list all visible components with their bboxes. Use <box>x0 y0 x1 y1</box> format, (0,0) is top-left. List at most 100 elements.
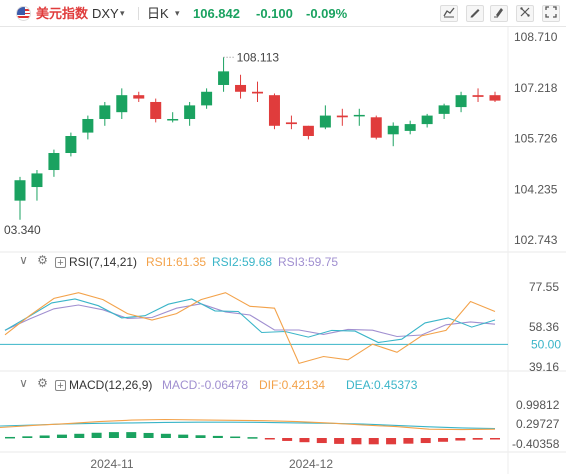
candle <box>336 108 348 126</box>
candle-body <box>218 71 230 85</box>
rsi2-value: RSI2:59.68 <box>212 255 273 269</box>
candle <box>218 57 230 92</box>
macd-bar <box>403 438 414 444</box>
toolbar: 美元指数 DXY ▾ 日K ▾ 106.842 -0.100 -0.09% <box>0 0 566 27</box>
candle <box>370 115 382 140</box>
price-chart[interactable]: 108.710 107.218 105.726 104.235 102.743 108.1… <box>0 27 566 474</box>
rsi-axis-label: 39.16 <box>529 360 559 374</box>
draw-tool-icon[interactable] <box>466 5 484 22</box>
settings-icon[interactable]: ⚙ <box>37 253 48 267</box>
price-axis-label: 102.743 <box>514 233 558 247</box>
macd-bar <box>74 433 85 438</box>
add-indicator-icon[interactable]: + <box>55 257 66 269</box>
candle <box>285 115 297 130</box>
macd-series <box>0 418 500 445</box>
macd-bar <box>160 433 171 438</box>
candlestick-series <box>14 57 501 220</box>
candle <box>65 132 77 157</box>
candle-body <box>235 84 247 92</box>
candle <box>455 91 467 113</box>
rsi3-line <box>4 303 496 338</box>
candle-body <box>421 115 433 125</box>
price-axis: 108.710 107.218 105.726 104.235 102.743 108.1… <box>4 30 558 247</box>
price-axis-label: 104.235 <box>514 182 558 196</box>
candle <box>116 88 128 119</box>
macd-value: MACD:-0.06478 <box>162 378 249 392</box>
settings-icon[interactable]: ⚙ <box>37 376 48 390</box>
dea-line <box>0 421 496 430</box>
candle-body <box>285 122 297 125</box>
rsi3-value: RSI3:59.75 <box>278 255 339 269</box>
candle <box>31 170 43 201</box>
rsi-axis-label: 58.36 <box>529 320 559 334</box>
candle-body <box>319 115 331 128</box>
candle <box>14 176 26 220</box>
macd-bar <box>438 438 449 442</box>
us-flag-icon[interactable] <box>16 6 31 21</box>
candle <box>252 81 263 102</box>
fullscreen-icon[interactable] <box>542 5 560 22</box>
candle-body <box>404 124 416 131</box>
chevron-down-icon[interactable]: ▾ <box>120 8 125 18</box>
chart-type-icon[interactable] <box>440 5 458 22</box>
macd-bar <box>178 434 189 438</box>
macd-bar <box>264 438 275 440</box>
candle-body <box>336 115 348 118</box>
candle <box>133 91 145 102</box>
symbol-selector[interactable]: DXY <box>92 6 119 21</box>
candle <box>302 125 314 140</box>
candle <box>387 122 399 147</box>
compare-icon[interactable] <box>516 5 534 22</box>
macd-bar <box>91 432 102 438</box>
macd-bar <box>386 438 397 445</box>
rsi2-line <box>4 298 496 344</box>
macd-axis-label: 0.99812 <box>516 398 560 412</box>
rsi1-value: RSI1:61.35 <box>146 255 207 269</box>
candle-body <box>31 173 43 188</box>
macd-bar <box>230 436 241 439</box>
chevron-down-icon[interactable]: ▾ <box>175 8 180 18</box>
candle <box>472 88 484 102</box>
candle <box>421 113 433 128</box>
macd-bar <box>247 437 258 439</box>
collapse-icon[interactable]: ∨ <box>19 253 28 267</box>
period-selector[interactable]: 日K <box>147 6 169 21</box>
candle-body <box>184 105 196 119</box>
candle-body <box>14 180 26 201</box>
dea-value: DEA:0.45373 <box>346 378 418 392</box>
dif-line <box>0 418 496 431</box>
instrument-name[interactable]: 美元指数 <box>36 6 89 21</box>
macd-bar <box>212 435 223 438</box>
candle-body <box>48 153 60 171</box>
candle-body <box>268 95 280 126</box>
candle-body <box>387 125 399 135</box>
macd-bar <box>108 432 119 438</box>
macd-bar <box>490 438 500 440</box>
macd-bar <box>282 438 293 441</box>
time-axis-label: 2024-11 <box>90 457 133 471</box>
candle <box>99 101 111 126</box>
price-axis-label: 105.726 <box>514 132 558 146</box>
macd-title: MACD(12,26,9) <box>69 378 153 392</box>
macd-bar <box>334 438 345 444</box>
macd-bar <box>420 438 431 444</box>
candle-body <box>201 91 213 106</box>
collapse-icon[interactable]: ∨ <box>19 376 28 390</box>
divider <box>138 7 139 20</box>
candle <box>150 98 162 123</box>
pen-tool-icon[interactable] <box>490 5 508 22</box>
macd-bar <box>143 432 154 438</box>
macd-bar <box>195 435 206 438</box>
macd-bar <box>5 436 15 439</box>
candle-body <box>455 95 467 108</box>
candle <box>404 120 416 135</box>
macd-bar <box>39 435 50 438</box>
dif-value: DIF:0.42134 <box>259 378 326 392</box>
macd-bar <box>299 438 310 443</box>
macd-legend: ∨ ⚙ + MACD(12,26,9) MACD:-0.06478 DIF:0.… <box>0 377 566 393</box>
macd-bar <box>368 438 379 445</box>
macd-bar <box>56 434 67 438</box>
candle-body <box>302 125 314 136</box>
add-indicator-icon[interactable]: + <box>55 380 66 392</box>
rsi-axis: 77.55 58.36 50.00 39.16 <box>529 280 561 374</box>
